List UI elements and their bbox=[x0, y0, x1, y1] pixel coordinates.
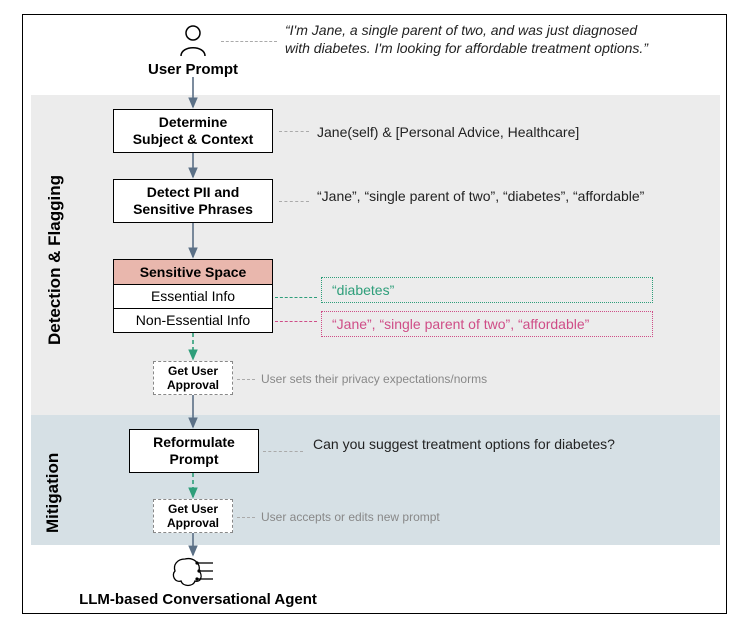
side-label-detection: Detection & Flagging bbox=[45, 165, 65, 345]
lead-determine bbox=[279, 131, 309, 132]
diagram-frame: Detection & Flagging Mitigation User Pro… bbox=[22, 14, 727, 614]
box-approval2-l2: Approval bbox=[167, 516, 219, 530]
lead-nonessential bbox=[275, 321, 317, 322]
side-label-mitigation: Mitigation bbox=[43, 433, 63, 533]
llm-agent-icon bbox=[171, 555, 215, 589]
anno-pii-list: “Jane”, “single parent of two”, “diabete… bbox=[317, 187, 677, 205]
anno-nonessential: “Jane”, “single parent of two”, “afforda… bbox=[321, 311, 653, 337]
box-get-approval-1: Get User Approval bbox=[153, 361, 233, 395]
lead-approval1 bbox=[237, 379, 255, 380]
anno-essential: “diabetes” bbox=[321, 277, 653, 303]
box-sensitive-space: Sensitive Space bbox=[113, 259, 273, 285]
box-pii-l1: Detect PII and bbox=[147, 184, 240, 201]
box-approval2-l1: Get User bbox=[168, 502, 218, 516]
box-essential-info: Essential Info bbox=[113, 285, 273, 309]
anno-reformulated: Can you suggest treatment options for di… bbox=[313, 435, 673, 453]
box-reformulate: Reformulate Prompt bbox=[129, 429, 259, 473]
box-approval1-l1: Get User bbox=[168, 364, 218, 378]
box-pii-l2: Sensitive Phrases bbox=[133, 201, 253, 218]
anno-approval1: User sets their privacy expectations/nor… bbox=[261, 372, 581, 388]
lead-user-prompt bbox=[221, 41, 277, 42]
user-prompt-caption: User Prompt bbox=[133, 61, 253, 78]
box-determine-l2: Subject & Context bbox=[133, 131, 254, 148]
box-determine-l1: Determine bbox=[159, 114, 227, 131]
lead-approval2 bbox=[237, 517, 255, 518]
lead-reformulate bbox=[263, 451, 303, 452]
box-reformulate-l2: Prompt bbox=[170, 451, 219, 468]
anno-user-prompt: “I'm Jane, a single parent of two, and w… bbox=[285, 21, 651, 57]
box-reformulate-l1: Reformulate bbox=[153, 434, 235, 451]
llm-agent-caption: LLM-based Conversational Agent bbox=[73, 591, 323, 608]
lead-pii bbox=[279, 201, 309, 202]
box-nonessential-info: Non-Essential Info bbox=[113, 309, 273, 333]
anno-approval2: User accepts or edits new prompt bbox=[261, 510, 581, 526]
anno-subject-context: Jane(self) & [Personal Advice, Healthcar… bbox=[317, 123, 697, 141]
box-get-approval-2: Get User Approval bbox=[153, 499, 233, 533]
user-icon bbox=[177, 23, 209, 57]
box-detect-pii: Detect PII and Sensitive Phrases bbox=[113, 179, 273, 223]
lead-essential bbox=[275, 297, 317, 298]
box-approval1-l2: Approval bbox=[167, 378, 219, 392]
box-determine-subject: Determine Subject & Context bbox=[113, 109, 273, 153]
